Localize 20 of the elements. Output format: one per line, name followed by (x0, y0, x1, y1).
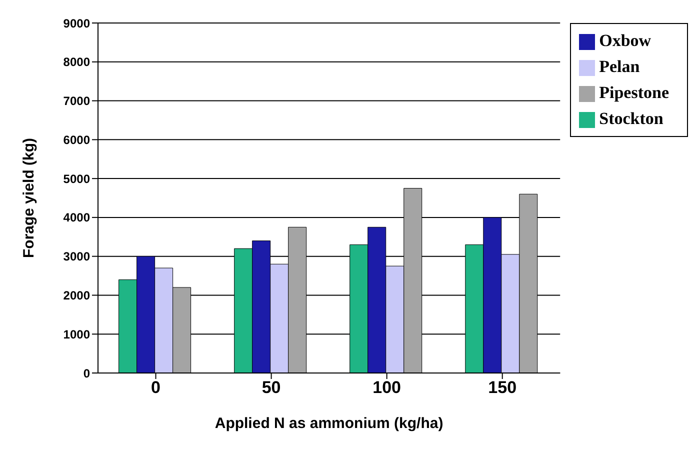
legend-label: Oxbow (599, 31, 652, 50)
y-axis-title: Forage yield (kg) (20, 138, 38, 258)
y-tick-label: 7000 (63, 94, 90, 108)
x-tick-label: 100 (372, 378, 402, 398)
y-tick-label: 5000 (63, 172, 90, 186)
y-tick-label: 2000 (63, 288, 90, 302)
x-tick-label: 150 (488, 378, 517, 398)
legend-label: Pelan (599, 57, 640, 76)
y-tick-label: 4000 (63, 210, 90, 225)
x-axis-title: Applied N as ammonium (kg/ha) (214, 415, 444, 432)
legend-label: Stockton (599, 109, 664, 128)
y-tick-label: 0 (83, 366, 90, 380)
y-tick-label: 9000 (63, 16, 90, 30)
y-tick-label: 1000 (63, 327, 90, 342)
legend-label: Pipestone (599, 83, 669, 102)
y-tick-label: 8000 (63, 55, 90, 70)
x-tick-label: 0 (151, 378, 160, 398)
x-tick-label: 50 (262, 378, 281, 398)
y-tick-label: 3000 (63, 250, 90, 264)
y-tick-label: 6000 (63, 132, 90, 147)
